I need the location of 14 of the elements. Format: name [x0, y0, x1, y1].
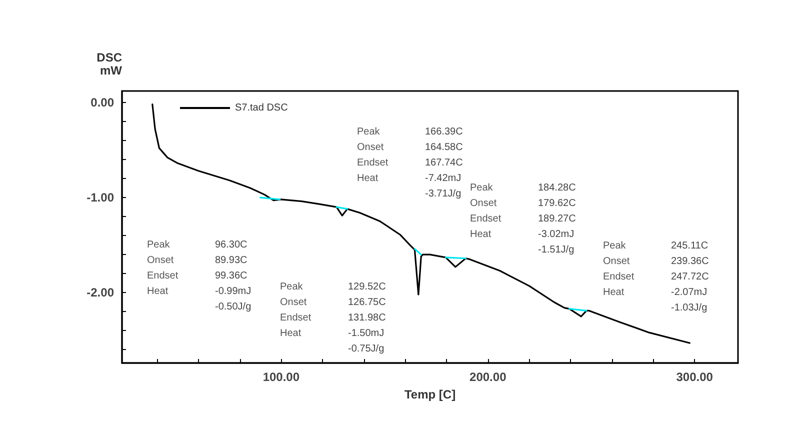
text: Peak 96.30C Onset 89.93C Endset 99.36C Heat -0.99mJ -0.50J/g — [147, 239, 252, 312]
x-tick-label: 300.00 — [676, 370, 714, 384]
x-tick-label: 100.00 — [262, 370, 300, 384]
x-axis-title: Temp [C] — [404, 387, 456, 402]
text: Peak 184.28C Onset 179.62C Endset 189.27C Heat -3.02mJ -1.51J/g — [470, 182, 576, 256]
text: Peak 166.39C Onset 164.58C Endset 167.74C Heat -7.42mJ -3.71J/g — [357, 126, 463, 200]
y-tick-label: 0.00 — [90, 95, 114, 110]
y-tick-label: -2.00 — [86, 286, 114, 300]
y-tick-label: -1.00 — [86, 190, 114, 205]
text: Peak 129.52C Onset 126.75C Endset 131.98C Heat -1.50mJ -0.75J/g — [280, 281, 386, 354]
legend-label: S7.tad DSC — [235, 102, 288, 114]
x-tick-label: 200.00 — [470, 370, 507, 384]
text: Peak 245.11C Onset 239.36C Endset 247.72C Heat -2.07mJ -1.03J/g — [603, 240, 709, 314]
y-axis-title: DSC mW — [96, 50, 123, 78]
